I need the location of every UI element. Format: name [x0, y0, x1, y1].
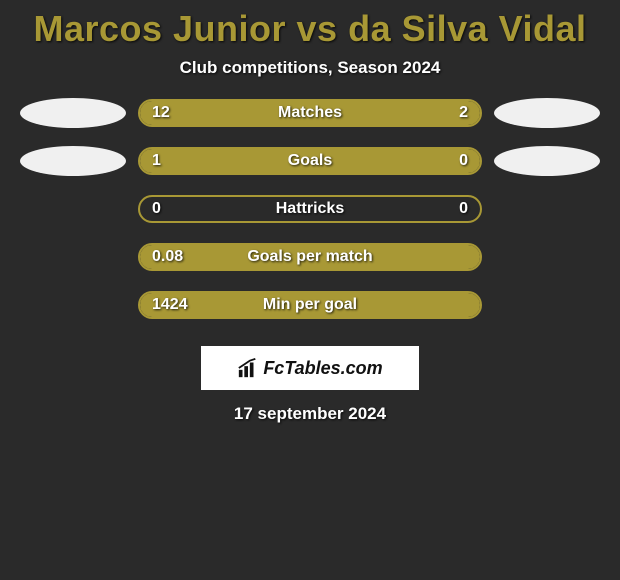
stat-value-right: 0: [459, 149, 468, 173]
stat-row: 0.08Goals per match: [0, 242, 620, 272]
stat-bar-track: 0Hattricks0: [138, 195, 482, 223]
logo-text: FcTables.com: [263, 358, 382, 379]
stat-value-right: 2: [459, 101, 468, 125]
page-title: Marcos Junior vs da Silva Vidal: [0, 0, 620, 54]
stat-value-right: 0: [459, 197, 468, 221]
logo-box: FcTables.com: [201, 346, 419, 390]
stat-label: Hattricks: [140, 197, 480, 221]
comparison-infographic: Marcos Junior vs da Silva Vidal Club com…: [0, 0, 620, 438]
player-left-icon: [20, 98, 126, 128]
stats-rows: 12Matches21Goals00Hattricks00.08Goals pe…: [0, 98, 620, 332]
stat-row: 0Hattricks0: [0, 194, 620, 224]
subtitle: Club competitions, Season 2024: [0, 54, 620, 98]
stat-bar-track: 1424Min per goal: [138, 291, 482, 319]
stat-row: 1Goals0: [0, 146, 620, 176]
stat-label: Min per goal: [140, 293, 480, 317]
stat-row: 1424Min per goal: [0, 290, 620, 320]
date-text: 17 september 2024: [0, 390, 620, 438]
stat-bar-track: 1Goals0: [138, 147, 482, 175]
stat-label: Goals per match: [140, 245, 480, 269]
stat-label: Matches: [140, 101, 480, 125]
player-left-icon: [20, 146, 126, 176]
stat-label: Goals: [140, 149, 480, 173]
stat-bar-track: 0.08Goals per match: [138, 243, 482, 271]
stat-row: 12Matches2: [0, 98, 620, 128]
player-right-icon: [494, 146, 600, 176]
analytics-icon: [237, 357, 259, 379]
player-right-icon: [494, 98, 600, 128]
stat-bar-track: 12Matches2: [138, 99, 482, 127]
